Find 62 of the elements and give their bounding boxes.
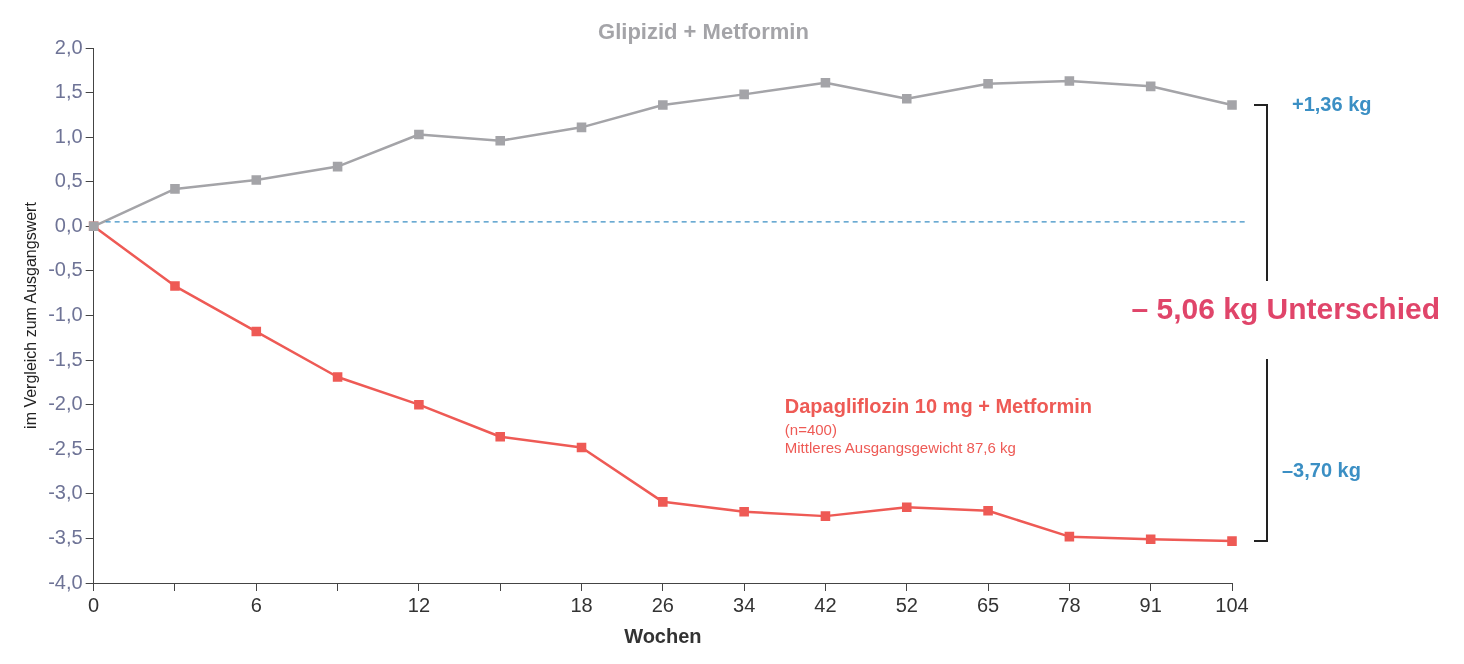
point [1227,536,1237,546]
x-tick-label: 91 [1139,593,1162,616]
point [983,505,993,516]
y-tick-label: -2,5 [48,436,83,459]
x-tick-label: 42 [814,593,837,616]
y-tick-label: 0,0 [54,213,83,236]
point [1227,100,1237,110]
text: +1,36 kg [1292,92,1372,115]
point [1064,531,1075,542]
y-axis-title: im Vergleich zum Ausgangswert [22,201,40,429]
point [739,89,749,100]
point [983,78,993,89]
y-tick-label: -4,0 [48,570,83,593]
point [495,431,505,442]
annotation: (n=400) [784,420,837,438]
point [658,100,668,110]
point [251,175,262,185]
point [658,497,668,507]
point [901,502,912,512]
x-tick-label: 26 [651,593,674,616]
point [576,442,587,453]
point [414,399,424,410]
point [901,94,912,104]
point [251,326,262,337]
x-tick-label: 6 [250,593,262,616]
point [820,77,831,88]
point [170,184,180,194]
x-tick-label: 104 [1215,593,1249,616]
x-tick-label: 18 [570,593,593,616]
point [1145,81,1156,92]
text: –3,70 kg [1282,459,1361,482]
point [332,161,343,172]
x-tick-label: 12 [407,593,431,616]
x-tick-label: 78 [1058,593,1081,616]
series-label: Glipizid + Metformin [598,19,809,45]
point [495,135,505,146]
y-tick-label: -3,0 [48,481,83,504]
point [1145,534,1156,545]
y-tick-label: -0,5 [48,258,83,281]
y-tick-label: 0,5 [54,169,83,192]
y-tick-label: 1,0 [54,124,83,147]
point [170,281,180,291]
x-tick-label: 34 [733,593,756,616]
point [1064,76,1075,86]
text: Dapagliflozin 10 mg + Metformin [784,394,1093,417]
annotation: Mittleres Ausgangsgewicht 87,6 kg [784,438,1016,456]
y-tick-label: -1,0 [48,303,83,326]
x-tick-label: 52 [895,593,918,616]
x-tick-label: 65 [976,593,1000,616]
y-tick-label: 2,0 [54,35,83,58]
point [576,122,587,133]
point [739,506,749,517]
point [332,372,343,382]
y-tick-label: -1,5 [48,347,83,370]
y-tick-label: -2,0 [48,392,83,415]
y-tick-label: -3,5 [48,525,83,548]
y-tick-label: 1,5 [54,80,83,103]
x-tick-label: 0 [88,593,100,616]
annotation: – 5,06 kg Unterschied [1131,292,1440,326]
point [414,129,424,140]
point [820,511,831,521]
x-axis-title: Wochen [624,624,702,647]
